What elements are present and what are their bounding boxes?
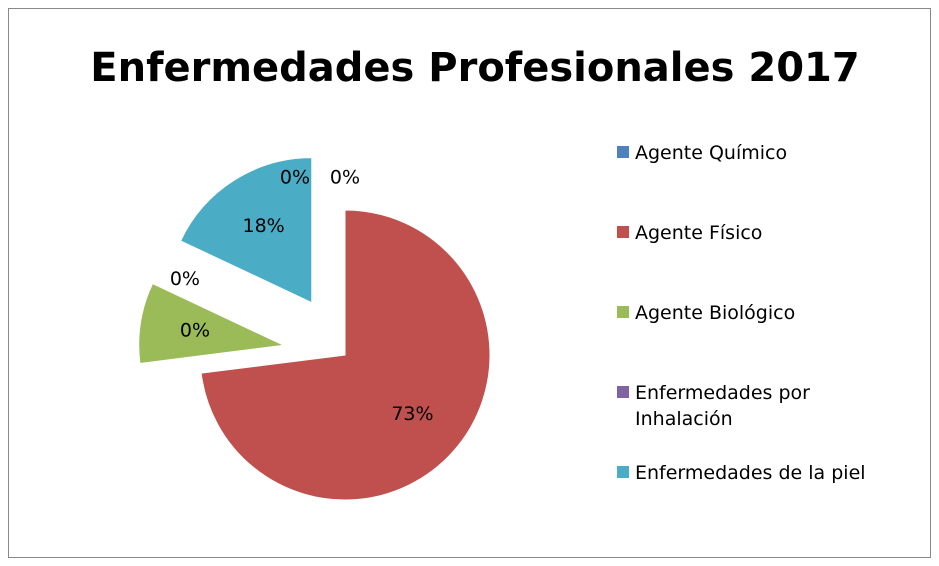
legend-swatch [617, 306, 629, 318]
legend-item: Agente Físico [617, 220, 917, 300]
legend-item: Agente Químico [617, 140, 917, 220]
chart-title: Enfermedades Profesionales 2017 [90, 45, 859, 91]
pie-slice [200, 209, 491, 501]
data-label: 0% [170, 268, 200, 290]
data-label: 0% [180, 320, 210, 342]
legend-item: Agente Biológico [617, 300, 917, 380]
legend-label: Enfermedades por Inhalación [635, 382, 810, 430]
legend-item: Enfermedades de la piel [617, 460, 917, 540]
data-label: 0% [280, 167, 310, 189]
data-label: 73% [391, 403, 433, 425]
legend-swatch [617, 146, 629, 158]
legend: Agente Químico Agente Físico Agente Biológ… [617, 140, 917, 540]
legend-swatch [617, 386, 629, 398]
pie-slice [138, 282, 286, 365]
data-label: 18% [242, 215, 284, 237]
legend-label: Agente Químico [635, 142, 788, 164]
pie-slice [179, 157, 313, 304]
data-label: 0% [330, 167, 360, 189]
legend-label: Agente Biológico [635, 302, 796, 324]
legend-item: Enfermedades por Inhalación [617, 380, 917, 460]
legend-label: Agente Físico [635, 222, 763, 244]
legend-swatch [617, 466, 629, 478]
legend-swatch [617, 226, 629, 238]
legend-label: Enfermedades de la piel [635, 462, 866, 484]
